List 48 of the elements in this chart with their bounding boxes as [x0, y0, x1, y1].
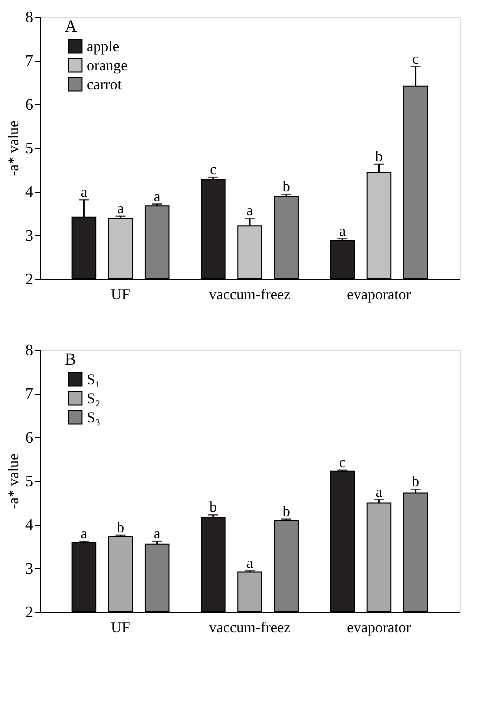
x-tick-label: vaccum-freez [209, 288, 292, 304]
x-tick-label: evaporator [347, 288, 412, 304]
x-tick-label: UF [111, 620, 130, 636]
chart-title: A [65, 17, 78, 36]
legend-label: orange [87, 58, 128, 74]
y-tick-label: 2 [26, 272, 34, 288]
x-tick-label: UF [111, 288, 130, 304]
data-label: a [80, 526, 88, 543]
y-tick-label: 8 [26, 342, 34, 360]
legend-label: carrot [87, 78, 123, 94]
data-label: a [246, 204, 254, 220]
data-label: b [412, 474, 420, 491]
data-label: a [117, 202, 124, 218]
data-label: b [282, 180, 290, 196]
y-tick-label: 3 [26, 560, 34, 578]
y-tick-label: 7 [26, 53, 34, 70]
y-tick-label: 6 [26, 430, 34, 447]
x-tick-label: evaporator [347, 620, 412, 636]
legend-label: S₁ [87, 372, 101, 388]
data-label: b [282, 504, 290, 520]
y-tick-label: 5 [26, 140, 34, 158]
y-tick-label: 8 [26, 10, 34, 26]
data-label: a [154, 526, 162, 543]
legend-label: apple [87, 40, 120, 56]
data-label: a [80, 184, 88, 201]
data-label: b [375, 150, 383, 166]
legend-label: S₂ [87, 392, 101, 408]
data-label: c [412, 52, 420, 68]
x-tick-label: vaccum-freez [209, 620, 292, 636]
data-label: b [210, 500, 218, 516]
y-axis-title: -a* value [6, 120, 22, 176]
data-label: a [154, 189, 162, 206]
data-label: a [339, 224, 346, 240]
data-label: b [117, 520, 125, 537]
y-tick-label: 7 [26, 386, 34, 404]
legend-label: S₃ [87, 410, 101, 426]
y-tick-label: 3 [26, 228, 34, 245]
data-label: a [246, 556, 254, 572]
chart-title: B [65, 350, 76, 369]
y-tick-label: 6 [26, 96, 34, 114]
y-tick-label: 4 [26, 184, 34, 202]
y-tick-label: 2 [26, 604, 34, 622]
data-label: c [210, 162, 218, 179]
data-label: c [339, 456, 346, 472]
y-axis-title: -a* value [6, 453, 22, 510]
y-tick-label: 4 [26, 517, 34, 534]
y-tick-label: 5 [26, 474, 34, 490]
data-label: a [376, 484, 383, 501]
